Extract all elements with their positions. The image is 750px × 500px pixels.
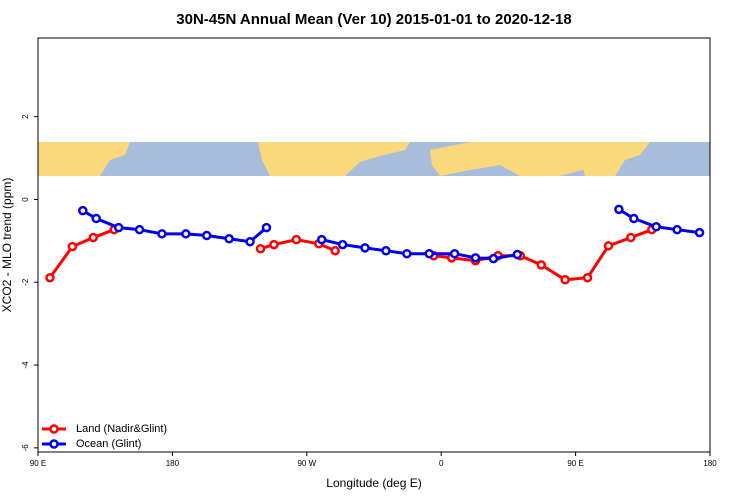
legend-label: Land (Nadir&Glint): [76, 423, 167, 435]
point: [269, 239, 279, 250]
point: [582, 272, 593, 283]
point: [261, 222, 272, 233]
y-tick-label: 2: [21, 114, 30, 119]
x-tick-label: 90 W: [297, 459, 316, 468]
x-tick-label: 180: [703, 459, 717, 468]
point: [67, 241, 78, 252]
point: [316, 234, 327, 245]
x-axis-label: Longitude (deg E): [326, 476, 421, 490]
y-tick-label: 0: [21, 197, 30, 202]
series-line: [82, 208, 700, 261]
point: [181, 229, 191, 239]
x-tick-label: 0: [439, 459, 444, 468]
legend-marker: [49, 424, 59, 434]
y-tick-label: -6: [21, 444, 30, 452]
point: [113, 222, 124, 233]
point: [78, 205, 88, 216]
point: [614, 204, 624, 215]
point: [381, 246, 391, 256]
point: [626, 232, 636, 243]
point: [360, 243, 370, 253]
point: [424, 248, 435, 259]
legend-label: Ocean (Glint): [76, 438, 141, 450]
point: [488, 253, 499, 264]
y-tick-label: -2: [21, 278, 30, 286]
y-tick-label: -4: [21, 361, 30, 369]
map-strip: [38, 142, 710, 176]
chart-title: 30N-45N Annual Mean (Ver 10) 2015-01-01 …: [176, 11, 571, 28]
point: [402, 248, 412, 259]
point: [449, 248, 460, 259]
point: [651, 222, 661, 232]
x-tick-label: 90 E: [567, 459, 583, 468]
point: [134, 224, 145, 235]
y-axis-label: XCO2 - MLO trend (ppm): [0, 178, 14, 313]
point: [512, 249, 523, 260]
point: [224, 234, 234, 244]
point: [629, 213, 639, 224]
point: [91, 213, 101, 224]
x-tick-label: 180: [166, 459, 180, 468]
point: [337, 239, 348, 250]
legend-marker: [49, 439, 59, 449]
point: [201, 230, 212, 241]
point: [45, 272, 55, 283]
point: [694, 227, 705, 238]
point: [157, 229, 167, 239]
point: [330, 246, 340, 256]
point: [291, 234, 302, 245]
point: [560, 275, 570, 285]
point: [603, 241, 614, 251]
x-tick-label: 90 E: [30, 459, 46, 468]
point: [88, 232, 99, 243]
series-line: [48, 228, 653, 282]
point: [536, 260, 547, 270]
point: [470, 253, 481, 263]
point: [255, 243, 266, 254]
point: [672, 224, 682, 235]
plot-frame: [37, 37, 711, 453]
point: [245, 236, 255, 247]
